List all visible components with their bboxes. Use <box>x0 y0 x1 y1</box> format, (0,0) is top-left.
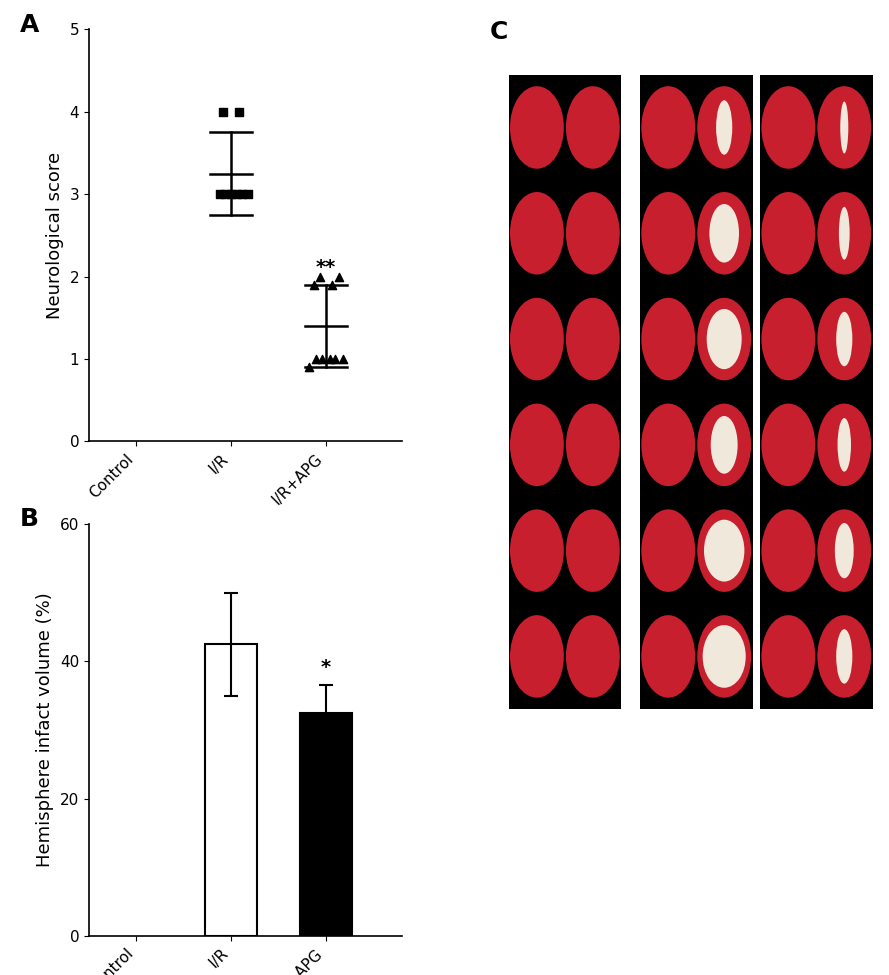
Point <box>313 269 327 285</box>
Ellipse shape <box>702 625 746 687</box>
Ellipse shape <box>704 520 744 581</box>
Ellipse shape <box>510 404 564 487</box>
Ellipse shape <box>840 101 848 153</box>
Ellipse shape <box>697 615 751 698</box>
Ellipse shape <box>707 309 741 370</box>
Ellipse shape <box>817 86 871 169</box>
Point <box>332 269 346 285</box>
Ellipse shape <box>817 404 871 487</box>
Ellipse shape <box>710 416 738 474</box>
Text: *: * <box>321 658 331 677</box>
Bar <box>300 713 352 936</box>
Ellipse shape <box>641 297 695 380</box>
Ellipse shape <box>709 204 739 262</box>
Point <box>323 351 337 367</box>
Point <box>224 186 238 202</box>
Ellipse shape <box>761 297 815 380</box>
Ellipse shape <box>641 86 695 169</box>
Y-axis label: Neurological score: Neurological score <box>46 152 64 319</box>
Ellipse shape <box>510 297 564 380</box>
Ellipse shape <box>837 312 853 367</box>
Ellipse shape <box>641 509 695 592</box>
Bar <box>205 644 257 936</box>
Point <box>219 186 233 202</box>
Text: C: C <box>490 20 509 44</box>
Point <box>236 186 250 202</box>
Ellipse shape <box>697 297 751 380</box>
Point <box>315 351 329 367</box>
Point <box>229 186 244 202</box>
Ellipse shape <box>761 192 815 275</box>
Ellipse shape <box>566 297 620 380</box>
Point <box>241 186 255 202</box>
Point <box>231 104 245 120</box>
Ellipse shape <box>717 100 733 155</box>
Ellipse shape <box>761 615 815 698</box>
Ellipse shape <box>761 86 815 169</box>
Point <box>328 351 342 367</box>
Ellipse shape <box>566 404 620 487</box>
Y-axis label: Hemisphere infact volume (%): Hemisphere infact volume (%) <box>36 593 54 868</box>
Ellipse shape <box>510 86 564 169</box>
Ellipse shape <box>566 192 620 275</box>
Point <box>336 351 350 367</box>
Ellipse shape <box>641 615 695 698</box>
Ellipse shape <box>761 509 815 592</box>
Ellipse shape <box>697 192 751 275</box>
Ellipse shape <box>839 207 850 259</box>
Ellipse shape <box>817 297 871 380</box>
Ellipse shape <box>566 86 620 169</box>
Ellipse shape <box>697 404 751 487</box>
Point <box>324 277 339 292</box>
Ellipse shape <box>761 404 815 487</box>
Ellipse shape <box>835 523 853 578</box>
Ellipse shape <box>817 192 871 275</box>
Ellipse shape <box>697 86 751 169</box>
Ellipse shape <box>641 192 695 275</box>
Text: B: B <box>20 507 39 531</box>
Ellipse shape <box>817 615 871 698</box>
Bar <box>640 75 752 709</box>
Ellipse shape <box>837 418 851 472</box>
Ellipse shape <box>566 615 620 698</box>
Ellipse shape <box>641 404 695 487</box>
Point <box>308 277 322 292</box>
Ellipse shape <box>510 192 564 275</box>
Ellipse shape <box>837 629 853 683</box>
Ellipse shape <box>510 615 564 698</box>
Point <box>301 360 316 375</box>
Ellipse shape <box>817 509 871 592</box>
Bar <box>509 75 621 709</box>
Ellipse shape <box>510 509 564 592</box>
Point <box>212 186 227 202</box>
Bar <box>760 75 873 709</box>
Text: **: ** <box>316 257 336 277</box>
Text: A: A <box>20 13 39 37</box>
Ellipse shape <box>697 509 751 592</box>
Point <box>216 104 230 120</box>
Point <box>309 351 324 367</box>
Ellipse shape <box>566 509 620 592</box>
